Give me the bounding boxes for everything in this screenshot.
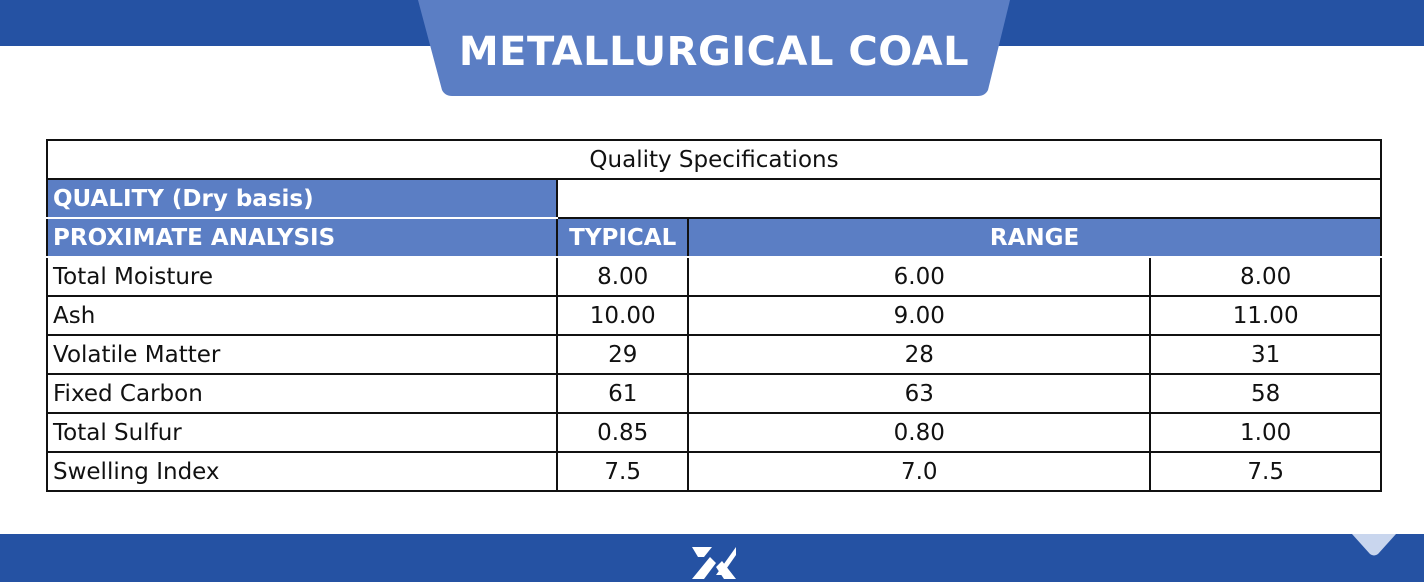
table-caption: Quality Specifications [46,139,1382,180]
row-label: Volatile Matter [45,334,559,375]
cell: 7.0 [687,451,1152,492]
column-header: PROXIMATE ANALYSIS [45,217,559,258]
cell: 61 [556,373,690,414]
empty-cell [556,178,1382,219]
cell: 9.00 [687,295,1152,336]
column-header: TYPICAL [556,217,690,258]
cell: 0.85 [556,412,690,453]
cell: 0.80 [687,412,1152,453]
cell: 63 [687,373,1152,414]
table-row: Fixed Carbon 61 63 58 [45,373,1382,414]
cell: 8.00 [1149,256,1382,297]
table-row: Total Sulfur 0.85 0.80 1.00 [45,412,1382,453]
cell: 10.00 [556,295,690,336]
table-row: Total Moisture 8.00 6.00 8.00 [45,256,1382,297]
bottom-band [0,534,1424,582]
cell: 28 [687,334,1152,375]
page-title: METALLURGICAL COAL [458,29,970,75]
cell: 1.00 [1149,412,1382,453]
cell: 29 [556,334,690,375]
section-label: QUALITY (Dry basis) [45,178,559,219]
cell: 11.00 [1149,295,1382,336]
row-label: Fixed Carbon [45,373,559,414]
table-body: Total Moisture 8.00 6.00 8.00 Ash 10.00 9.00 11… [45,256,1382,492]
corner-marker [1352,534,1396,556]
table-row: Ash 10.00 9.00 11.00 [45,295,1382,336]
cell: 58 [1149,373,1382,414]
row-label: Total Moisture [45,256,559,297]
spec-table: Quality Specifications QUALITY (Dry basi… [45,139,1382,492]
logo [692,547,736,579]
cell: 31 [1149,334,1382,375]
cell: 6.00 [687,256,1152,297]
table-row: Swelling Index 7.5 7.0 7.5 [45,451,1382,492]
column-header: RANGE [687,217,1382,258]
cell: 7.5 [556,451,690,492]
title-tab [418,0,1010,96]
row-label: Swelling Index [45,451,559,492]
table-row: Volatile Matter 29 28 31 [45,334,1382,375]
row-label: Ash [45,295,559,336]
cell: 8.00 [556,256,690,297]
cell: 7.5 [1149,451,1382,492]
row-label: Total Sulfur [45,412,559,453]
